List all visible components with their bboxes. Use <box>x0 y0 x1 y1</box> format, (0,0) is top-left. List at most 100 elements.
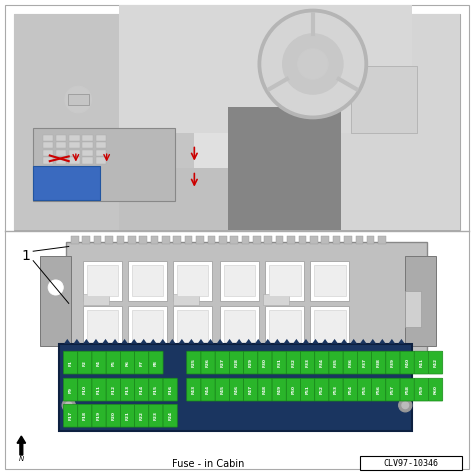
Polygon shape <box>140 339 147 344</box>
Bar <box>224 265 255 296</box>
Text: F49: F49 <box>277 385 281 394</box>
Text: F31: F31 <box>277 358 281 367</box>
Bar <box>219 236 227 244</box>
Bar <box>228 107 341 230</box>
Polygon shape <box>102 339 109 344</box>
Text: F6: F6 <box>126 360 129 365</box>
Bar <box>56 157 66 164</box>
Text: F35: F35 <box>334 358 338 367</box>
FancyBboxPatch shape <box>201 378 215 401</box>
Bar <box>265 261 304 301</box>
Bar <box>224 310 255 342</box>
Polygon shape <box>236 339 242 344</box>
Bar <box>43 157 53 164</box>
FancyBboxPatch shape <box>163 404 177 427</box>
FancyBboxPatch shape <box>229 378 244 401</box>
Bar <box>68 94 89 105</box>
Text: F34: F34 <box>320 358 324 367</box>
Text: F28: F28 <box>235 358 238 367</box>
Bar <box>405 256 436 346</box>
Bar <box>132 265 163 296</box>
Bar <box>56 135 66 141</box>
Bar <box>299 236 306 244</box>
FancyBboxPatch shape <box>78 351 92 374</box>
Bar <box>118 5 412 133</box>
Text: F2: F2 <box>83 360 87 365</box>
Bar <box>118 168 228 230</box>
FancyBboxPatch shape <box>120 378 135 401</box>
Bar <box>71 236 79 244</box>
Bar <box>94 236 101 244</box>
FancyBboxPatch shape <box>301 351 315 374</box>
Bar <box>173 236 181 244</box>
Polygon shape <box>217 339 223 344</box>
Text: F53: F53 <box>334 385 338 394</box>
FancyBboxPatch shape <box>372 378 386 401</box>
Text: F15: F15 <box>154 385 158 394</box>
Polygon shape <box>121 339 128 344</box>
FancyBboxPatch shape <box>135 351 149 374</box>
Bar <box>173 294 199 305</box>
Polygon shape <box>274 339 281 344</box>
FancyBboxPatch shape <box>400 351 414 374</box>
FancyBboxPatch shape <box>78 404 92 427</box>
FancyBboxPatch shape <box>149 378 163 401</box>
Bar <box>14 14 460 230</box>
Bar <box>69 142 80 148</box>
FancyBboxPatch shape <box>357 378 372 401</box>
Polygon shape <box>198 339 204 344</box>
Bar <box>43 135 53 141</box>
Bar <box>314 265 346 296</box>
Bar <box>69 150 80 156</box>
Text: F29: F29 <box>249 358 253 367</box>
Circle shape <box>62 399 75 412</box>
FancyBboxPatch shape <box>343 378 357 401</box>
Text: F54: F54 <box>348 385 352 394</box>
Bar <box>356 236 363 244</box>
Bar <box>242 236 249 244</box>
Bar <box>82 236 90 244</box>
Bar <box>341 14 460 230</box>
Text: F9: F9 <box>69 387 73 392</box>
Bar <box>230 236 238 244</box>
Polygon shape <box>64 339 71 344</box>
Bar <box>344 236 352 244</box>
Text: F1: F1 <box>69 360 73 365</box>
Text: F39: F39 <box>391 358 395 367</box>
Polygon shape <box>389 339 395 344</box>
Text: F23: F23 <box>154 411 158 420</box>
Circle shape <box>402 402 409 409</box>
Polygon shape <box>255 339 262 344</box>
FancyBboxPatch shape <box>92 404 106 427</box>
Bar <box>139 236 147 244</box>
FancyBboxPatch shape <box>92 378 106 401</box>
Bar <box>269 310 301 342</box>
Bar <box>173 261 212 301</box>
FancyBboxPatch shape <box>315 378 329 401</box>
Polygon shape <box>131 339 137 344</box>
Text: F32: F32 <box>292 358 295 367</box>
Circle shape <box>375 86 402 113</box>
FancyBboxPatch shape <box>106 378 120 401</box>
Bar <box>333 236 340 244</box>
FancyBboxPatch shape <box>315 351 329 374</box>
Bar <box>367 236 374 244</box>
FancyBboxPatch shape <box>120 351 135 374</box>
Text: F57: F57 <box>391 385 395 394</box>
Polygon shape <box>312 339 319 344</box>
Text: F30: F30 <box>263 358 267 367</box>
Circle shape <box>262 13 364 115</box>
Bar <box>132 310 163 342</box>
Bar <box>310 236 318 244</box>
Bar <box>405 291 420 327</box>
Bar <box>177 265 208 296</box>
Circle shape <box>399 399 412 412</box>
Text: F45: F45 <box>220 385 224 394</box>
Text: F48: F48 <box>263 385 267 394</box>
FancyBboxPatch shape <box>301 378 315 401</box>
Bar <box>66 242 427 356</box>
Bar <box>173 306 212 346</box>
Text: F58: F58 <box>405 385 409 394</box>
Polygon shape <box>379 339 386 344</box>
FancyBboxPatch shape <box>244 351 258 374</box>
